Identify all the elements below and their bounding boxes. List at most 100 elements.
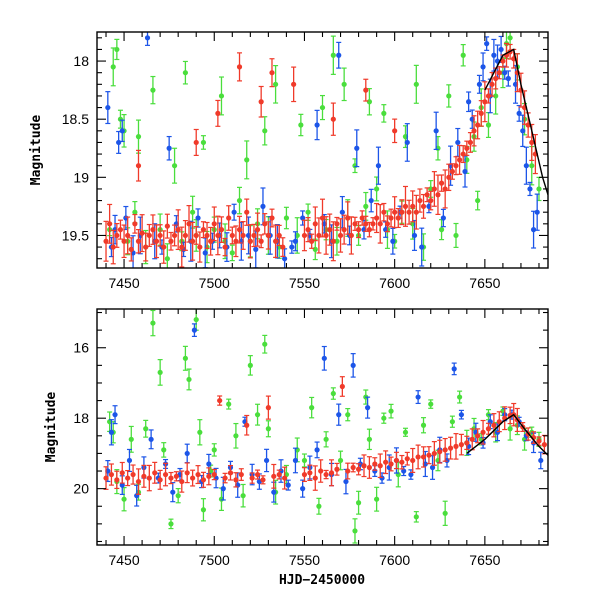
data-point-blue bbox=[408, 471, 414, 478]
data-point-blue bbox=[285, 482, 291, 488]
data-point-red bbox=[135, 478, 142, 485]
data-point-green bbox=[226, 401, 232, 407]
data-point-blue bbox=[263, 457, 270, 464]
data-point-green bbox=[265, 426, 271, 432]
data-point-blue bbox=[108, 429, 115, 435]
data-point-red bbox=[458, 442, 465, 448]
data-point-red bbox=[197, 244, 203, 250]
data-point-red bbox=[305, 227, 311, 233]
data-point-red bbox=[410, 457, 416, 464]
x-tick-label: 7450 bbox=[108, 275, 139, 291]
x-tick-label: 7450 bbox=[108, 552, 139, 568]
data-point-red bbox=[173, 473, 179, 479]
data-point-red bbox=[392, 209, 398, 215]
data-point-red bbox=[119, 470, 125, 476]
data-point-blue bbox=[368, 197, 374, 204]
data-point-red bbox=[500, 58, 506, 64]
data-point-red bbox=[399, 209, 405, 215]
data-point-blue bbox=[292, 457, 299, 464]
data-point-red bbox=[103, 238, 109, 244]
data-point-red bbox=[260, 477, 266, 483]
data-point-red bbox=[395, 215, 401, 221]
data-point-red bbox=[352, 221, 358, 227]
data-point-red bbox=[272, 238, 279, 244]
data-point-red bbox=[372, 461, 378, 467]
data-point-red bbox=[280, 244, 286, 250]
data-point-red bbox=[334, 221, 340, 227]
data-point-blue bbox=[195, 215, 201, 221]
data-point-green bbox=[330, 52, 336, 58]
y-tick-label: 16 bbox=[73, 340, 89, 356]
data-point-blue bbox=[339, 209, 345, 215]
data-point-red bbox=[301, 471, 308, 478]
data-point-blue bbox=[202, 250, 208, 256]
data-point-green bbox=[244, 157, 250, 163]
data-point-red bbox=[406, 209, 412, 215]
data-point-red bbox=[431, 186, 437, 192]
x-tick-label: 7650 bbox=[469, 275, 500, 291]
data-point-red bbox=[420, 454, 427, 460]
data-point-blue bbox=[534, 209, 540, 215]
data-point-green bbox=[121, 496, 127, 502]
data-point-blue bbox=[491, 52, 497, 58]
data-point-blue bbox=[458, 412, 465, 418]
data-point-red bbox=[190, 475, 196, 481]
data-point-blue bbox=[466, 99, 472, 105]
y-tick-label: 18 bbox=[73, 410, 89, 426]
data-point-blue bbox=[282, 256, 288, 262]
data-point-blue bbox=[166, 145, 172, 151]
data-point-red bbox=[355, 227, 362, 233]
data-point-blue bbox=[462, 168, 468, 175]
data-point-red bbox=[318, 468, 324, 474]
data-point-red bbox=[190, 238, 196, 244]
data-point-blue bbox=[292, 238, 299, 244]
data-point-red bbox=[377, 463, 383, 469]
data-point-red bbox=[437, 449, 443, 455]
data-point-red bbox=[363, 87, 369, 93]
data-point-blue bbox=[350, 362, 356, 368]
data-point-red bbox=[485, 93, 492, 99]
data-point-green bbox=[485, 122, 492, 128]
data-point-blue bbox=[300, 486, 306, 492]
data-point-red bbox=[211, 471, 217, 478]
plot-area bbox=[103, 32, 548, 268]
data-point-green bbox=[475, 197, 481, 204]
data-point-red bbox=[215, 110, 221, 116]
data-point-blue bbox=[148, 436, 154, 442]
data-point-red bbox=[536, 438, 542, 444]
data-point-green bbox=[132, 209, 138, 215]
series-red bbox=[103, 376, 547, 495]
data-point-red bbox=[431, 450, 437, 457]
data-point-green bbox=[457, 394, 463, 400]
data-point-blue bbox=[260, 203, 266, 209]
data-point-red bbox=[348, 232, 354, 239]
x-axis-title: HJD−2450000 bbox=[279, 573, 365, 588]
data-point-blue bbox=[498, 46, 504, 53]
data-point-green bbox=[175, 493, 181, 499]
data-point-blue bbox=[415, 394, 421, 400]
ticks bbox=[97, 309, 548, 545]
data-point-blue bbox=[404, 139, 410, 146]
y-tick-label: 18.5 bbox=[62, 111, 89, 127]
data-point-red bbox=[282, 475, 288, 481]
data-point-red bbox=[491, 422, 497, 428]
data-point-red bbox=[262, 221, 268, 227]
data-point-blue bbox=[440, 215, 446, 221]
data-point-red bbox=[182, 232, 188, 239]
data-point-red bbox=[128, 246, 134, 252]
data-point-green bbox=[233, 433, 239, 439]
data-point-red bbox=[413, 209, 419, 215]
data-point-red bbox=[475, 122, 481, 128]
data-point-red bbox=[541, 442, 547, 448]
data-point-green bbox=[366, 436, 373, 442]
data-point-red bbox=[480, 429, 486, 435]
data-point-blue bbox=[191, 327, 198, 333]
data-point-green bbox=[388, 408, 394, 414]
data-point-blue bbox=[401, 468, 407, 474]
data-point-green bbox=[305, 209, 311, 215]
data-point-red bbox=[393, 457, 400, 464]
data-point-red bbox=[383, 459, 389, 465]
data-point-blue bbox=[523, 163, 529, 169]
data-point-red bbox=[110, 244, 116, 250]
